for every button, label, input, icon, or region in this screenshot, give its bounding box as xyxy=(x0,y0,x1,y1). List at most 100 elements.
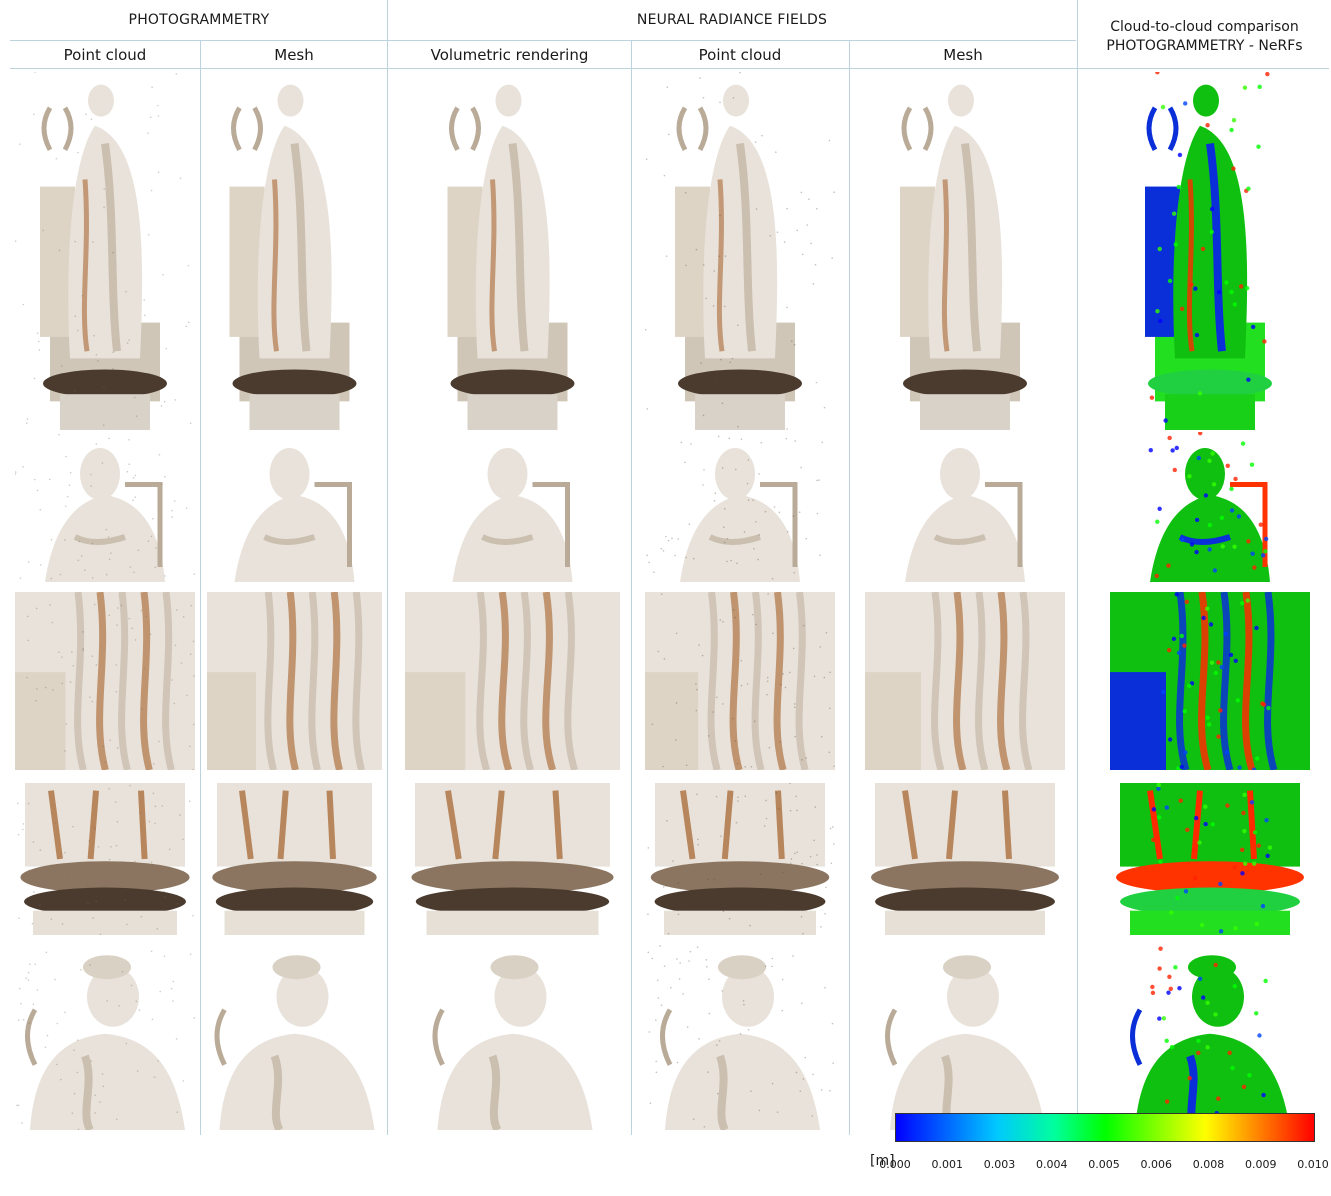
point xyxy=(136,415,138,417)
point xyxy=(658,997,660,999)
deviation-point xyxy=(1264,537,1268,541)
shoulders xyxy=(45,495,165,582)
point xyxy=(743,1000,745,1002)
hair-bun xyxy=(943,955,991,979)
lyre xyxy=(435,1010,443,1065)
point xyxy=(748,459,750,461)
point xyxy=(650,1102,652,1104)
deviation-point xyxy=(1262,339,1266,343)
point xyxy=(144,315,146,317)
deviation-point xyxy=(1243,86,1247,90)
deviation-point xyxy=(1243,861,1247,865)
point xyxy=(55,822,57,824)
point xyxy=(155,806,157,808)
deviation-point xyxy=(1172,637,1176,641)
head xyxy=(278,85,304,117)
point xyxy=(781,1010,783,1012)
separator xyxy=(387,0,388,1135)
point xyxy=(651,958,653,960)
point xyxy=(62,923,64,925)
point xyxy=(128,339,130,341)
point xyxy=(102,1073,104,1075)
point xyxy=(704,1126,706,1128)
point xyxy=(76,879,78,881)
point xyxy=(648,847,650,849)
point xyxy=(676,702,678,704)
deviation-point xyxy=(1189,282,1193,286)
deviation-point xyxy=(1158,859,1162,863)
point xyxy=(157,105,159,107)
pedestal-ring xyxy=(233,369,357,397)
deviation-point xyxy=(1200,923,1204,927)
point xyxy=(656,1072,658,1074)
point xyxy=(28,869,30,871)
point xyxy=(803,1078,805,1080)
point xyxy=(115,664,117,666)
deviation-point xyxy=(1169,910,1173,914)
render-full-nerf-vol xyxy=(405,72,620,430)
deviation-point xyxy=(1205,1001,1209,1005)
c2c-header: Cloud-to-cloud comparison PHOTOGRAMMETRY… xyxy=(1078,18,1331,56)
deviation-point xyxy=(1205,123,1209,127)
render-full-nerf-mesh xyxy=(865,72,1065,430)
point xyxy=(72,665,74,667)
point xyxy=(821,736,823,738)
point xyxy=(64,750,66,752)
point xyxy=(155,547,157,549)
point xyxy=(677,538,679,540)
point xyxy=(793,515,795,517)
point xyxy=(129,785,131,787)
deviation-point xyxy=(1162,1016,1166,1020)
point xyxy=(158,115,160,117)
point xyxy=(69,484,71,486)
deviation-point xyxy=(1183,101,1187,105)
head xyxy=(488,448,528,500)
point xyxy=(702,655,704,657)
deviation-point xyxy=(1170,448,1174,452)
head xyxy=(948,85,974,117)
point xyxy=(782,872,784,874)
deviation-point xyxy=(1210,822,1214,826)
deviation-point xyxy=(1265,72,1269,76)
point xyxy=(72,826,74,828)
deviation-point xyxy=(1255,922,1259,926)
point xyxy=(719,215,721,217)
point xyxy=(772,1083,774,1085)
point xyxy=(796,852,798,854)
point xyxy=(118,1005,120,1007)
deviation-point xyxy=(1257,85,1261,89)
point xyxy=(733,97,735,99)
point xyxy=(649,1031,651,1033)
deviation-point xyxy=(1233,865,1237,869)
point xyxy=(799,511,801,513)
deviation-point xyxy=(1230,1066,1234,1070)
deviation-point xyxy=(1220,665,1224,669)
point xyxy=(801,898,803,900)
point xyxy=(725,255,727,257)
c2c-header-line1: Cloud-to-cloud comparison xyxy=(1078,18,1331,37)
point xyxy=(18,834,20,836)
point xyxy=(703,415,705,417)
point xyxy=(133,571,135,573)
point xyxy=(64,1011,66,1013)
deviation-point xyxy=(1220,516,1224,520)
point xyxy=(793,648,795,650)
pedestal-foot xyxy=(60,394,150,430)
deviation-point xyxy=(1204,493,1208,497)
point xyxy=(112,252,114,254)
point xyxy=(714,879,716,881)
point xyxy=(36,688,38,690)
point xyxy=(188,322,190,324)
deviation-point xyxy=(1229,128,1233,132)
point xyxy=(141,916,143,918)
point xyxy=(821,442,823,444)
point xyxy=(27,418,29,420)
point xyxy=(831,862,833,864)
point xyxy=(154,1076,156,1078)
point xyxy=(138,550,140,552)
deviation-point xyxy=(1262,702,1266,706)
point xyxy=(153,763,155,765)
point xyxy=(34,378,36,380)
legend-tick-label: 0.000 xyxy=(875,1158,915,1171)
point xyxy=(112,351,114,353)
